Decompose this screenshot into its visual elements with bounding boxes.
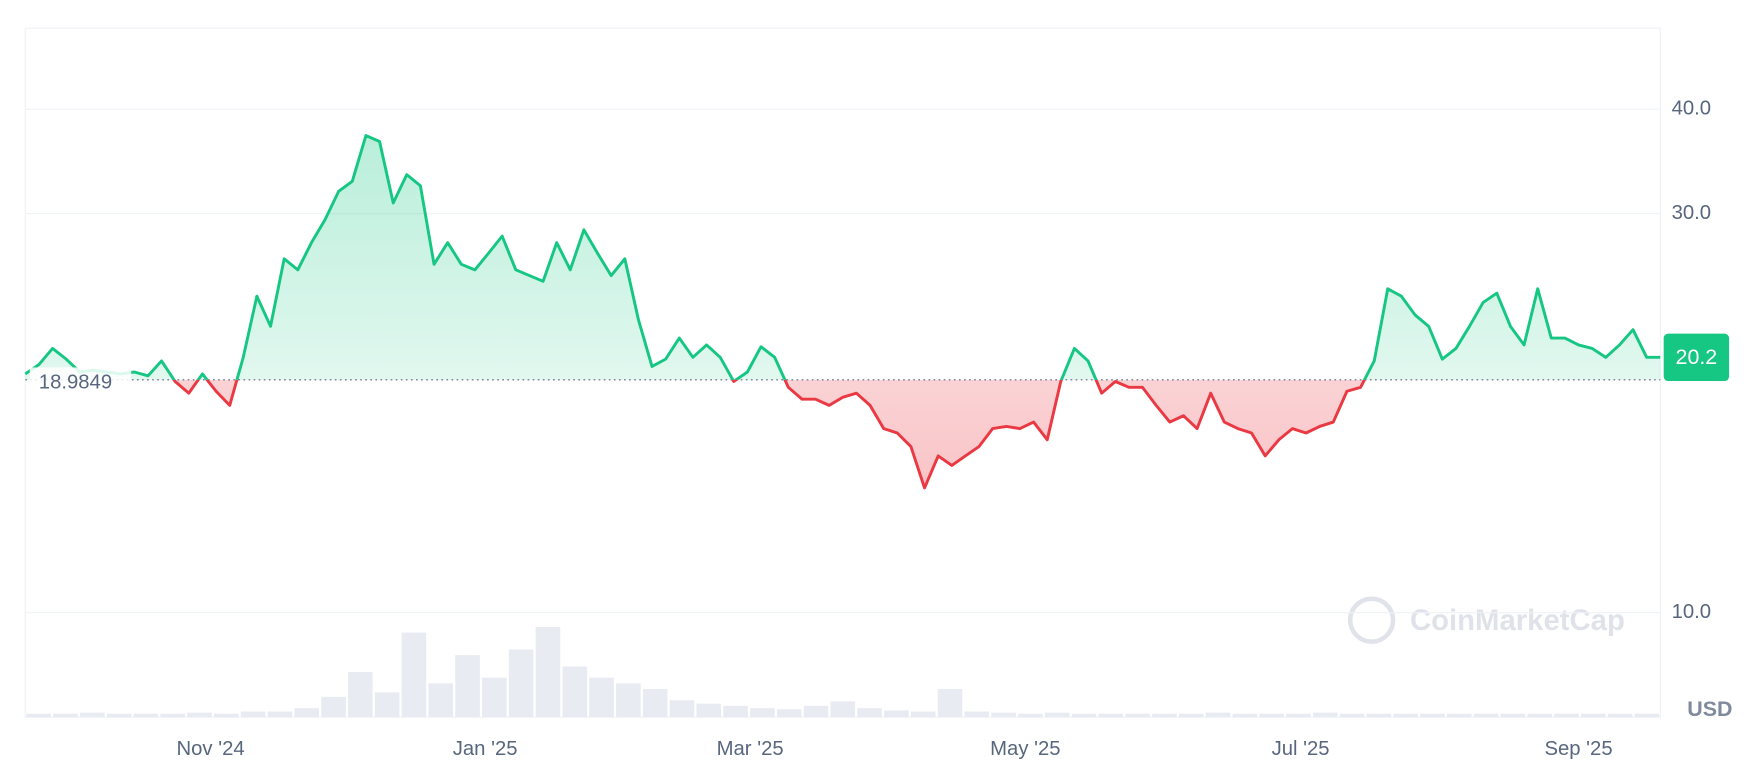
x-tick-label: May '25 [990,738,1060,760]
x-tick-label: Mar '25 [717,738,784,760]
volume-bar [1366,713,1392,718]
currency-label: USD [1687,697,1732,721]
y-tick-label: 30.0 [1672,202,1711,224]
volume-bar [1178,713,1204,718]
baseline-label: 18.9849 [39,372,112,394]
price-tag [1663,333,1730,382]
volume-bar [214,713,239,718]
volume-bar [428,683,454,718]
volume-bar [937,688,963,718]
volume-bar [482,677,507,718]
area-above [25,135,1661,380]
volume-bar [1634,713,1660,718]
volume-bar [1044,712,1070,718]
volume-bar [80,712,105,718]
volume-bar [401,632,427,718]
volume-bar [26,713,51,718]
price-line-down [172,379,1367,490]
volume-bar [1259,713,1284,718]
price-line-up [24,134,1661,380]
volume-bar [160,713,185,718]
volume-bar [1205,712,1231,718]
volume-bar [1098,713,1124,718]
volume-bar [1232,713,1258,718]
volume-bar [1607,713,1633,718]
volume-bar [321,696,346,718]
volume-bar [1071,713,1097,718]
volume-bar [884,710,909,718]
volume-bar [1527,713,1552,718]
volume-bar [53,713,78,718]
volume-bar [750,708,775,718]
volume-bar [1018,713,1043,718]
volume-bar [1152,713,1177,718]
volume-bar [1420,713,1445,718]
volume-bar [106,713,132,718]
volume-bar [964,711,990,718]
watermark-text: CoinMarketCap [1410,604,1625,637]
volume-bar [991,712,1016,718]
volume-bar [455,655,480,718]
x-tick-label: Jan '25 [453,738,518,760]
volume-bar [1554,713,1579,718]
volume-bar [669,700,695,718]
volume-bar [562,666,588,718]
volume-bar [910,711,936,718]
x-tick-label: Nov '24 [177,738,245,760]
volume-bar [723,705,748,718]
volume-bar [535,626,561,718]
volume-bar [1581,713,1606,718]
y-tick-label: 10.0 [1672,601,1711,623]
volume-bar [776,709,802,718]
watermark: CoinMarketCap [1347,596,1625,644]
volume-bar [374,692,400,718]
volume-bar [1446,713,1472,718]
volume-bar [267,711,293,718]
volume-bar [187,712,212,718]
volume-bar [616,683,641,718]
volume-bar [803,705,829,718]
volume-bar [294,708,319,718]
volume-bar [1312,712,1338,718]
volume-bar [696,703,722,718]
volume-bar [1339,713,1365,718]
volume-bar [1393,713,1418,718]
volume-bar [1473,713,1499,718]
volume-bar [589,677,614,718]
y-tick-label: 40.0 [1672,98,1711,120]
volume-bar [348,672,373,718]
price-tag-label: 20.2 [1676,345,1718,369]
volume-bar [508,649,534,718]
volume-bar [1286,713,1311,718]
volume-bar [1500,713,1526,718]
x-tick-label: Sep '25 [1544,738,1612,760]
area-below [174,379,1365,488]
volume-bar [857,708,882,718]
volume-bar [240,711,266,718]
x-tick-label: Jul '25 [1272,738,1330,760]
baseline-label-bg [29,367,132,393]
volume-bar [830,701,856,718]
volume-bar [1125,713,1150,718]
volume-bar [133,713,159,718]
volume-bar [642,688,668,718]
